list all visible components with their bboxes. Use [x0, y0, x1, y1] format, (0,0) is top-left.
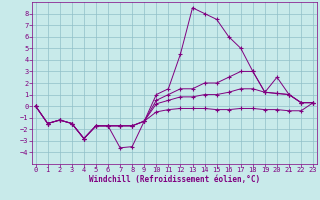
X-axis label: Windchill (Refroidissement éolien,°C): Windchill (Refroidissement éolien,°C): [89, 175, 260, 184]
